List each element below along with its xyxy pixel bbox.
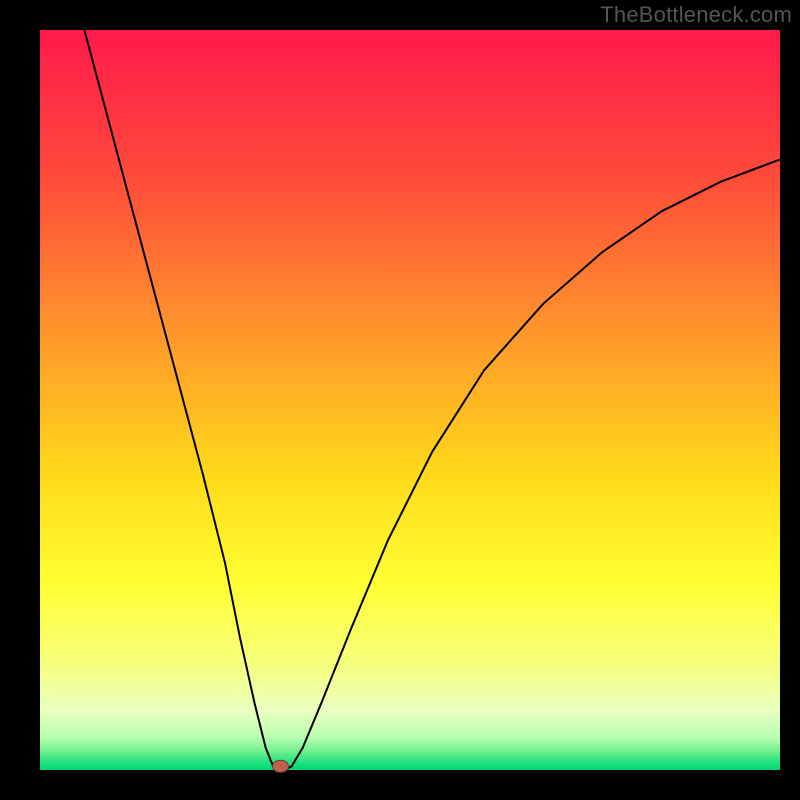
bottleneck-chart [0,0,800,800]
chart-background [40,30,780,770]
watermark-text: TheBottleneck.com [600,2,792,28]
optimum-marker [273,760,289,772]
figure-root: TheBottleneck.com [0,0,800,800]
